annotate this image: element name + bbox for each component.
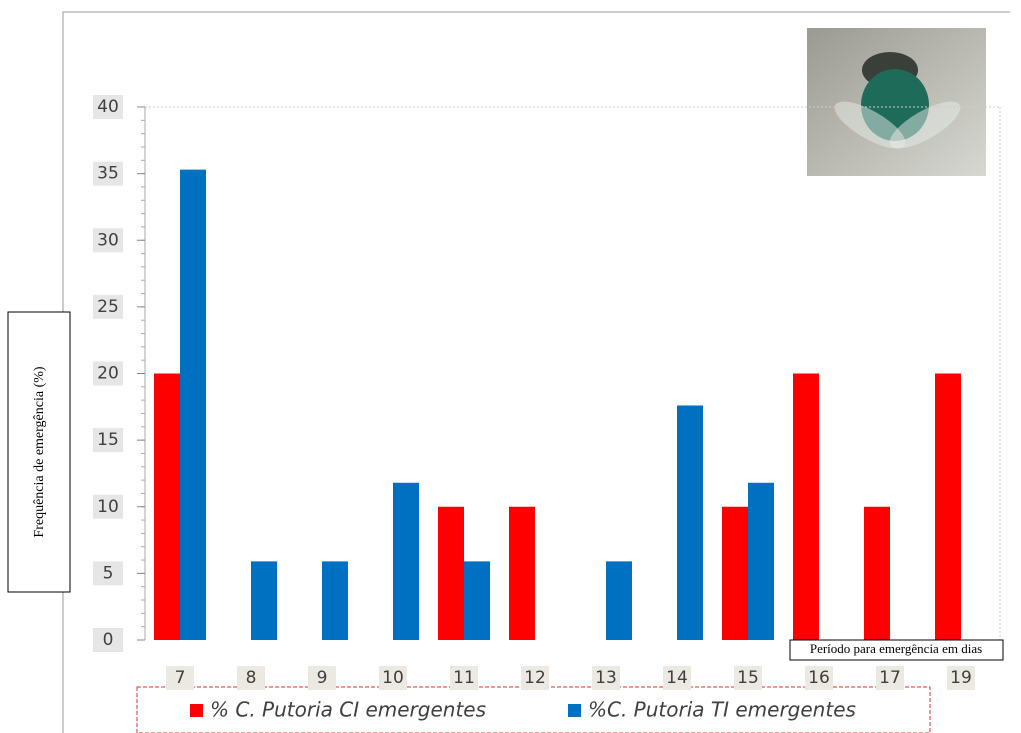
x-label-box bbox=[789, 639, 1004, 661]
x-tick-bg bbox=[521, 666, 549, 690]
x-axis-title: Período para emergência em dias bbox=[810, 641, 982, 656]
x-tick-bg bbox=[805, 666, 833, 690]
bar bbox=[154, 373, 180, 640]
x-tick-bg bbox=[450, 666, 478, 690]
x-tick-bg bbox=[166, 666, 194, 690]
x-tick-bg bbox=[237, 666, 265, 690]
x-tick-bg bbox=[663, 666, 691, 690]
y-tick-bg bbox=[93, 494, 123, 519]
x-tick-label: 17 bbox=[879, 668, 901, 688]
y-label-box bbox=[7, 311, 71, 593]
y-tick-label: 20 bbox=[97, 364, 119, 384]
bar bbox=[251, 561, 277, 640]
y-tick-bg bbox=[93, 561, 123, 586]
y-tick-bg bbox=[93, 628, 123, 652]
x-tick-bg bbox=[734, 666, 762, 690]
y-tick-label: 25 bbox=[97, 297, 119, 317]
x-tick-label: 11 bbox=[453, 668, 475, 688]
x-tick-bg bbox=[947, 666, 975, 690]
x-tick-bg bbox=[308, 666, 336, 690]
x-tick-label: 19 bbox=[950, 668, 972, 688]
y-tick-bg bbox=[93, 428, 123, 453]
bar bbox=[322, 561, 348, 640]
x-tick-label: 14 bbox=[666, 668, 688, 688]
y-tick-label: 35 bbox=[97, 164, 119, 184]
legend-label: % C. Putoria CI emergentes bbox=[210, 698, 486, 722]
y-tick-bg bbox=[93, 228, 123, 253]
bar bbox=[509, 506, 535, 640]
x-tick-bg bbox=[592, 666, 620, 690]
y-tick-label: 0 bbox=[103, 630, 114, 650]
legend-box bbox=[136, 686, 931, 733]
y-tick-label: 15 bbox=[97, 430, 119, 450]
y-tick-label: 5 bbox=[103, 563, 114, 583]
x-tick-label: 12 bbox=[524, 668, 546, 688]
y-tick-label: 40 bbox=[97, 97, 119, 117]
x-tick-label: 10 bbox=[382, 668, 404, 688]
legend-swatch bbox=[568, 704, 581, 717]
bar bbox=[677, 405, 703, 640]
x-tick-label: 8 bbox=[246, 668, 257, 688]
legend-swatch bbox=[190, 704, 203, 717]
bar bbox=[438, 506, 464, 640]
x-tick-label: 13 bbox=[595, 668, 617, 688]
bar bbox=[180, 169, 206, 640]
fly-photo bbox=[807, 28, 986, 176]
x-tick-label: 15 bbox=[737, 668, 759, 688]
bar bbox=[722, 506, 748, 640]
y-tick-label: 30 bbox=[97, 230, 119, 250]
y-tick-label: 10 bbox=[97, 497, 119, 517]
bar bbox=[464, 561, 490, 640]
y-tick-bg bbox=[93, 161, 123, 186]
y-axis-title: Frequência de emergência (%) bbox=[32, 366, 47, 537]
y-tick-bg bbox=[93, 95, 123, 119]
x-tick-label: 9 bbox=[317, 668, 328, 688]
x-tick-label: 7 bbox=[175, 668, 186, 688]
x-tick-label: 16 bbox=[808, 668, 830, 688]
bar bbox=[793, 373, 819, 640]
bar bbox=[864, 506, 890, 640]
y-tick-bg bbox=[93, 294, 123, 319]
bar bbox=[935, 373, 961, 640]
x-tick-bg bbox=[876, 666, 904, 690]
bar bbox=[748, 482, 774, 640]
y-tick-bg bbox=[93, 361, 123, 386]
legend-label: %C. Putoria TI emergentes bbox=[588, 698, 856, 722]
bar bbox=[393, 482, 419, 640]
bar bbox=[606, 561, 632, 640]
x-tick-bg bbox=[379, 666, 407, 690]
